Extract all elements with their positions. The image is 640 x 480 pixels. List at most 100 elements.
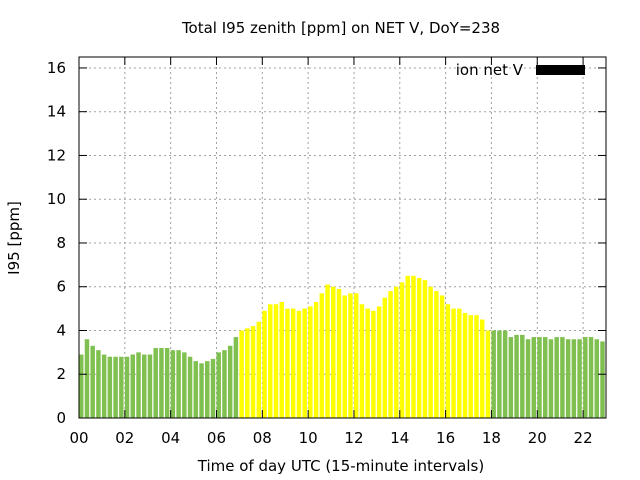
bar-night	[537, 337, 542, 418]
bar-night	[187, 356, 193, 418]
bar-day	[422, 280, 428, 418]
y-tick-label: 2	[56, 365, 66, 383]
bar-night	[594, 339, 600, 418]
bar-day	[353, 293, 359, 418]
bar-night	[514, 334, 519, 418]
bar-day	[359, 304, 365, 418]
bar-night	[227, 345, 233, 418]
bar-night	[182, 352, 187, 418]
bar-night	[600, 341, 605, 418]
legend: ion net V	[456, 61, 585, 79]
bar-night	[130, 354, 136, 418]
bar-night	[577, 339, 582, 418]
y-tick-label: 16	[47, 59, 66, 77]
bar-day	[445, 304, 451, 418]
bar-day	[245, 328, 250, 418]
bar-day	[256, 321, 262, 418]
bar-day	[479, 319, 485, 418]
bar-night	[497, 330, 502, 418]
bar-day	[439, 295, 445, 418]
bar-night	[216, 352, 221, 418]
x-axis-label: Time of day UTC (15-minute intervals)	[197, 457, 484, 475]
bar-day	[273, 304, 279, 418]
bar-night	[136, 352, 141, 418]
bar-day	[428, 286, 433, 418]
bar-night	[508, 337, 514, 418]
bar-night	[90, 345, 95, 418]
bar-night	[502, 330, 508, 418]
bar-night	[583, 337, 588, 418]
bar-night	[176, 350, 181, 418]
bar-day	[388, 291, 393, 418]
bar-day	[342, 295, 347, 418]
x-tick-label: 16	[436, 429, 455, 447]
x-tick-label: 08	[253, 429, 272, 447]
bar-day	[411, 275, 416, 418]
bar-day	[405, 275, 410, 418]
bar-day	[474, 315, 479, 418]
bar-night	[193, 361, 199, 418]
bar-day	[319, 293, 325, 418]
bar-night	[199, 363, 204, 418]
bar-night	[147, 354, 153, 418]
chart-title: Total I95 zenith [ppm] on NET V, DoY=238	[181, 19, 500, 37]
bar-day	[296, 310, 302, 418]
bar-day	[365, 308, 370, 418]
bar-day	[262, 310, 267, 418]
bar-night	[565, 339, 571, 418]
x-tick-label: 14	[390, 429, 409, 447]
bar-day	[290, 308, 296, 418]
y-axis-label: I95 [ppm]	[5, 201, 23, 275]
bar-day	[331, 286, 336, 418]
bar-night	[222, 350, 227, 418]
y-tick-label: 10	[47, 190, 66, 208]
bar-night	[548, 339, 554, 418]
bar-day	[457, 308, 462, 418]
bar-day	[462, 312, 468, 418]
bar-day	[485, 330, 491, 418]
y-tick-labels: 0 2 4 6 8 10 12 14 16	[47, 59, 66, 427]
bar-day	[302, 308, 307, 418]
bar-day	[376, 306, 382, 418]
bar-day	[268, 304, 273, 418]
y-tick-label: 14	[47, 103, 66, 121]
bar-night	[142, 354, 147, 418]
bar-night	[153, 347, 158, 418]
y-tick-label: 4	[56, 321, 66, 339]
bar-night	[96, 350, 101, 418]
bar-day	[239, 330, 244, 418]
x-tick-label: 18	[482, 429, 501, 447]
x-tick-label: 20	[528, 429, 547, 447]
bar-night	[124, 356, 130, 418]
bar-day	[313, 302, 319, 418]
bar-day	[382, 297, 388, 418]
bar-night	[233, 337, 239, 418]
x-tick-labels: 00 02 04 06 08 10 12 14 16 18 20 22	[69, 429, 592, 447]
bar-night	[542, 337, 548, 418]
bar-night	[491, 330, 496, 418]
x-tick-label: 12	[344, 429, 363, 447]
bar-day	[336, 288, 342, 418]
bar-day	[279, 302, 284, 418]
bar-night	[170, 350, 176, 418]
bar-night	[107, 356, 113, 418]
bar-night	[210, 358, 216, 418]
plot-frame	[78, 56, 607, 419]
bar-day	[399, 282, 405, 418]
axis-ticks	[78, 57, 606, 419]
bar-day	[371, 310, 376, 418]
legend-label: ion net V	[456, 61, 524, 79]
bar-night	[79, 354, 84, 418]
bar-day	[285, 308, 290, 418]
bar-night	[101, 354, 107, 418]
bar-night	[525, 339, 531, 418]
bar-night	[164, 347, 170, 418]
bar-night	[159, 347, 164, 418]
x-tick-label: 02	[115, 429, 134, 447]
bar-day	[394, 286, 399, 418]
bar-night	[520, 334, 525, 418]
y-tick-label: 8	[56, 234, 66, 252]
bar-night	[571, 339, 577, 418]
legend-swatch	[536, 65, 585, 75]
bar-night	[531, 337, 537, 418]
